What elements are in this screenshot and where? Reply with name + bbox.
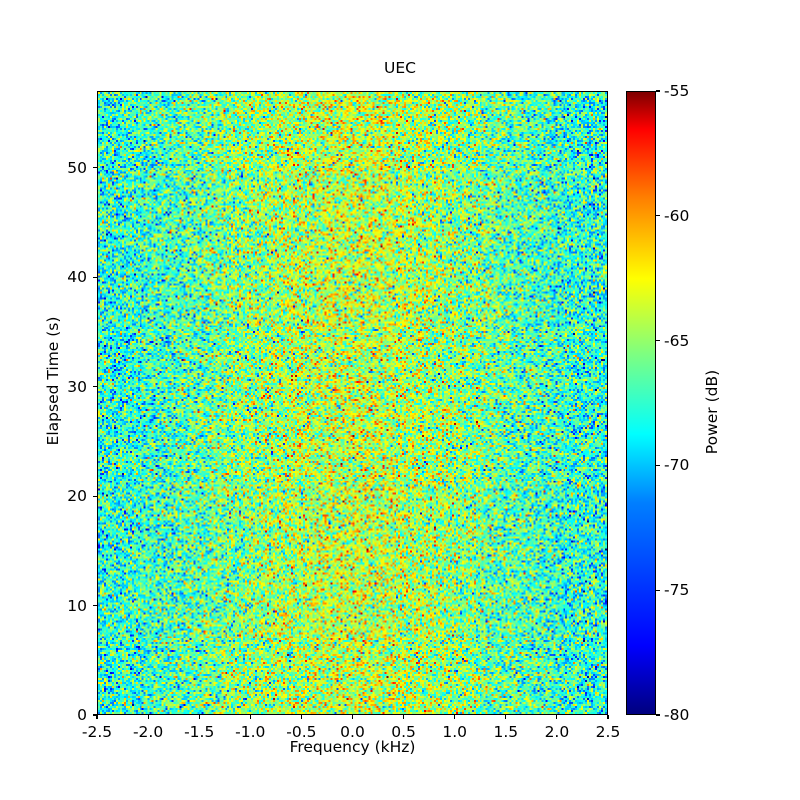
colorbar-tick-label: -55 [664,82,690,100]
colorbar-tick-label: -75 [664,581,690,600]
spectrogram-image [98,92,607,714]
colorbar-tick-mark [656,90,660,92]
colorbar-label: Power (dB) [703,369,721,455]
x-tick-label: -1.0 [235,723,266,741]
spectrogram-plot-area[interactable] [97,91,608,715]
colorbar[interactable] [626,91,656,715]
x-tick-mark [147,715,149,719]
colorbar-tick-mark [656,340,660,342]
x-tick-mark [607,715,609,719]
x-tick-mark [403,715,405,719]
x-tick-mark [300,715,302,719]
y-axis-label: Elapsed Time (s) [44,316,62,446]
y-tick-mark [93,276,97,278]
y-tick-label: 0 [77,706,87,724]
title-line-station: UEC [384,59,416,77]
x-tick-label: 0.5 [391,723,416,741]
y-tick-label: 30 [67,377,87,396]
y-tick-mark [93,386,97,388]
colorbar-tick-mark [656,464,660,466]
x-tick-mark [96,715,98,719]
x-tick-label: 0.0 [340,723,365,741]
y-tick-label: 20 [67,487,87,506]
y-tick-mark [93,495,97,497]
x-tick-label: -1.5 [184,723,215,741]
x-tick-label: 1.0 [442,723,468,741]
x-tick-mark [198,715,200,719]
x-tick-label: 1.5 [493,723,519,741]
colorbar-tick-mark [656,215,660,217]
colorbar-tick-mark [656,589,660,591]
y-tick-label: 10 [67,596,87,615]
colorbar-tick-mark [656,714,660,716]
y-tick-mark [93,604,97,607]
colorbar-tick-label: -80 [664,706,690,724]
y-tick-mark [93,714,97,716]
x-tick-label: 2.0 [544,723,570,741]
x-tick-label: -2.5 [81,723,113,741]
x-tick-mark [249,715,251,719]
y-tick-label: 50 [67,158,87,177]
colorbar-tick-label: -65 [664,331,690,350]
y-tick-mark [93,167,97,169]
y-tick-label: 40 [67,268,87,287]
colorbar-tick-label: -70 [664,456,690,475]
x-tick-mark [505,715,507,719]
x-axis-label: Frequency (kHz) [289,738,416,756]
x-tick-mark [454,715,456,719]
x-tick-label: -0.5 [286,723,317,741]
colorbar-tick-label: -60 [664,206,690,225]
x-tick-label: 2.5 [595,723,621,741]
x-tick-mark [351,715,354,719]
x-tick-label: -2.0 [132,723,164,741]
x-tick-mark [556,715,558,719]
